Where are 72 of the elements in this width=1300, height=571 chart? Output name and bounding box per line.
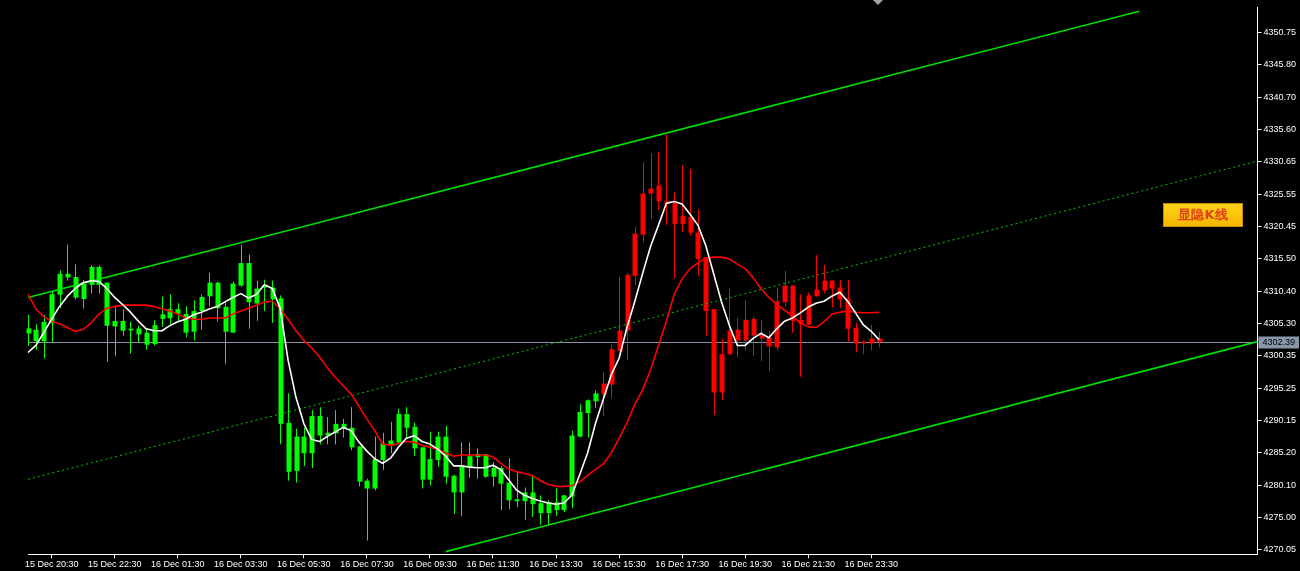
x-tick-label: 16 Dec 09:30 xyxy=(403,559,457,570)
candlestick xyxy=(152,319,158,346)
candlestick xyxy=(57,269,63,309)
x-tick-label: 16 Dec 05:30 xyxy=(277,559,331,570)
candlestick xyxy=(759,319,765,362)
candlestick xyxy=(380,432,386,471)
candlestick xyxy=(743,299,749,351)
candlestick xyxy=(238,244,244,288)
x-tick-label: 15 Dec 22:30 xyxy=(87,559,142,570)
candlestick xyxy=(317,406,323,445)
x-tick-label: 16 Dec 21:30 xyxy=(781,559,836,570)
candlestick xyxy=(766,330,772,372)
candlestick xyxy=(735,317,741,358)
x-tick-label: 16 Dec 17:30 xyxy=(655,559,709,570)
candlestick xyxy=(822,264,828,294)
y-tick-label: 4275.00 xyxy=(1263,512,1297,523)
y-tick-label: 4270.05 xyxy=(1263,543,1297,554)
candlestick xyxy=(680,164,686,233)
candlestick xyxy=(120,308,126,337)
x-tick-label: 16 Dec 01:30 xyxy=(150,559,205,570)
candlestick xyxy=(585,398,591,439)
candlestick xyxy=(491,461,497,488)
candlestick xyxy=(33,323,39,351)
x-tick-label: 16 Dec 23:30 xyxy=(844,559,899,570)
candlestick xyxy=(199,293,205,331)
candlestick xyxy=(81,279,87,309)
x-tick-label: 16 Dec 19:30 xyxy=(718,559,772,570)
candlestick xyxy=(427,431,433,487)
y-tick-label: 4340.70 xyxy=(1263,91,1297,102)
y-tick-label: 4280.10 xyxy=(1263,479,1297,490)
candlestick xyxy=(506,457,512,510)
x-tick-label: 16 Dec 07:30 xyxy=(340,559,394,570)
y-tick-label: 4295.25 xyxy=(1263,382,1297,393)
candlestick xyxy=(160,296,166,328)
y-tick-label: 4305.30 xyxy=(1263,318,1297,329)
candlestick xyxy=(388,421,394,454)
candlestick xyxy=(751,316,757,357)
candlestick xyxy=(853,322,859,353)
candlestick xyxy=(538,494,544,526)
candlestick xyxy=(514,472,520,508)
x-tick-label: 16 Dec 03:30 xyxy=(214,559,268,570)
candlestick xyxy=(301,427,307,467)
x-tick-label: 16 Dec 15:30 xyxy=(592,559,646,570)
x-tick-label: 16 Dec 11:30 xyxy=(466,559,520,570)
candlestick xyxy=(688,168,694,237)
x-tick-label: 15 Dec 20:30 xyxy=(24,559,79,570)
candlestick xyxy=(829,280,835,308)
candlestick xyxy=(656,151,662,211)
candlestick xyxy=(782,270,788,307)
candlestick xyxy=(467,441,473,479)
y-tick-label: 4325.55 xyxy=(1263,188,1297,199)
y-tick-label: 4330.65 xyxy=(1263,155,1297,166)
ref-line-label: 4302.39 xyxy=(1262,336,1296,347)
y-tick-label: 4310.40 xyxy=(1263,285,1297,296)
x-tick-label: 16 Dec 13:30 xyxy=(529,559,583,570)
y-tick-label: 4345.80 xyxy=(1263,58,1297,69)
candlestick xyxy=(404,406,410,439)
y-tick-label: 4335.60 xyxy=(1263,124,1297,135)
y-tick-label: 4315.50 xyxy=(1263,252,1297,263)
y-tick-label: 4350.75 xyxy=(1263,27,1297,38)
candlestick xyxy=(26,314,32,347)
y-tick-label: 4300.35 xyxy=(1263,349,1297,360)
candlestick xyxy=(672,192,678,280)
candlestick xyxy=(451,474,457,515)
candlestick xyxy=(207,272,213,307)
y-tick-label: 4320.45 xyxy=(1263,221,1297,232)
y-tick-label: 4290.15 xyxy=(1263,415,1297,426)
y-tick-label: 4285.20 xyxy=(1263,446,1297,457)
toggle-button: 显隐K线 xyxy=(1163,203,1243,227)
candlestick xyxy=(144,327,150,351)
candlestick xyxy=(364,478,370,541)
candlestick xyxy=(727,288,733,355)
